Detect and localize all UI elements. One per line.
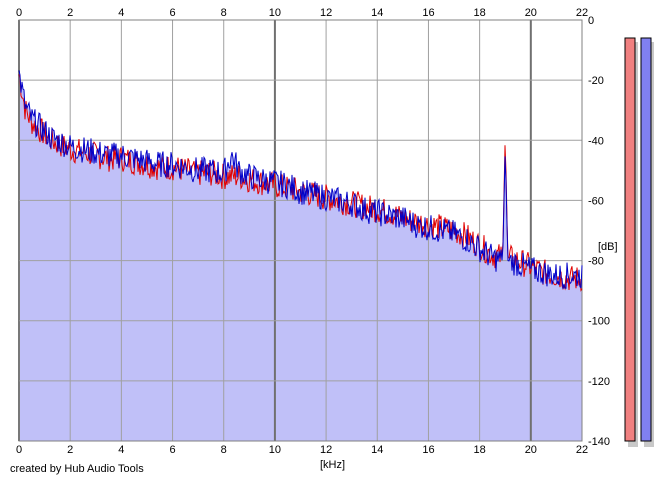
x-tick-label-top: 0: [16, 7, 22, 19]
y-axis-label: [dB]: [598, 241, 618, 253]
x-tick-label-top: 10: [269, 7, 281, 19]
top-ticks: 0 2 4 6 8 10 12 14 16 18 20 22: [16, 7, 588, 19]
x-tick-label-top: 22: [576, 7, 588, 19]
x-tick-label-bottom: 6: [169, 444, 175, 456]
x-tick-label-top: 4: [118, 7, 124, 19]
grid-layer: [18, 19, 583, 442]
y-tick-label: -140: [588, 436, 610, 448]
series-layer: [18, 70, 583, 292]
series-line-left: [18, 74, 583, 292]
y-tick-label: -40: [588, 135, 604, 147]
x-tick-label-top: 16: [422, 7, 434, 19]
x-tick-label-bottom: 20: [525, 444, 537, 456]
x-tick-label-bottom: 2: [67, 444, 73, 456]
x-axis-label: [kHz]: [320, 459, 345, 471]
credit-text: created by Hub Audio Tools: [10, 463, 144, 475]
right-ticks: 0 -20 -40 -60 -80 -100 -120 -140: [588, 15, 610, 448]
x-tick-label-bottom: 4: [118, 444, 124, 456]
x-tick-label-bottom: 0: [16, 444, 22, 456]
plot-border: [18, 19, 583, 442]
x-tick-label-top: 18: [474, 7, 486, 19]
left-level-meter: [624, 37, 636, 442]
series-line-right: [18, 70, 583, 290]
x-tick-label-bottom: 8: [221, 444, 227, 456]
x-tick-label-top: 14: [371, 7, 383, 19]
x-tick-label-bottom: 16: [422, 444, 434, 456]
y-tick-label: 0: [588, 15, 594, 27]
x-tick-label-bottom: 14: [371, 444, 383, 456]
x-tick-label-top: 6: [169, 7, 175, 19]
x-tick-label-top: 12: [320, 7, 332, 19]
y-tick-label: -20: [588, 75, 604, 87]
level-meters: [624, 37, 654, 447]
x-tick-label-bottom: 22: [576, 444, 588, 456]
y-tick-label: -120: [588, 376, 610, 388]
y-tick-label: -80: [588, 256, 604, 268]
x-tick-label-top: 8: [221, 7, 227, 19]
x-tick-label-bottom: 10: [269, 444, 281, 456]
right-level-meter: [640, 37, 652, 442]
x-tick-label-bottom: 18: [474, 444, 486, 456]
y-tick-label: -100: [588, 316, 610, 328]
x-tick-label-top: 20: [525, 7, 537, 19]
x-tick-label-bottom: 12: [320, 444, 332, 456]
y-tick-label: -60: [588, 195, 604, 207]
x-tick-label-top: 2: [67, 7, 73, 19]
bottom-ticks: 0 2 4 6 8 10 12 14 16 18 20 22: [16, 444, 588, 456]
